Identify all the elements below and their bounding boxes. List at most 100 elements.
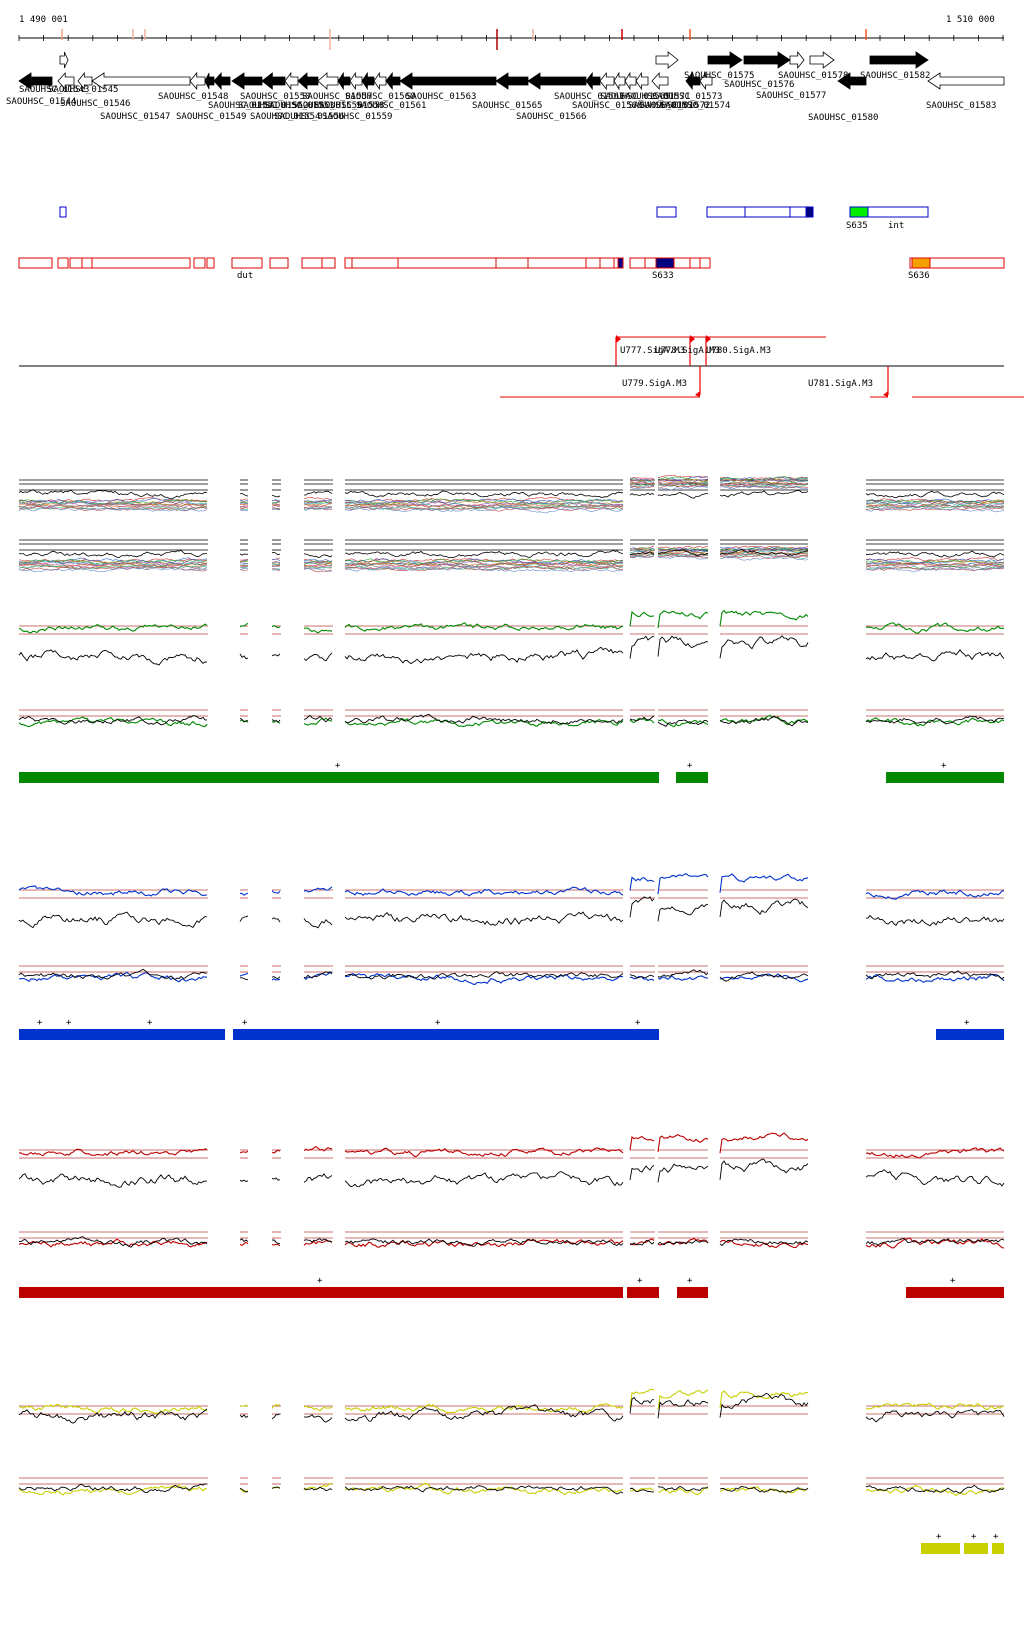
sample-trace [865,973,1005,983]
gene-label: SAOUHSC_01556 [274,112,344,122]
sample-trace [719,478,809,483]
sample-trace [344,498,624,505]
sample-trace [865,501,1005,508]
plus-feature-box [744,206,791,218]
sample-trace [344,506,624,514]
reference-trace [271,976,281,979]
promoter-label: U780.SigA.M3 [706,346,771,356]
reference-trace [657,969,709,978]
reference-trace [271,551,281,556]
reference-trace [239,1238,249,1242]
sample-trace [239,507,249,510]
sample-trace [303,559,333,562]
reference-trace [18,968,208,981]
reference-trace [629,973,655,979]
gene-arrow [213,71,231,91]
reference-trace [271,1239,281,1245]
sample-trace [865,504,1005,509]
minus-feature-highlight [655,257,675,269]
reference-trace [866,914,1005,927]
segment-plus-mark: + [964,1018,970,1028]
reference-trace [239,717,249,722]
sample-trace [239,498,248,501]
coordinate-axis: 1 490 001 1 510 000 [18,15,1004,50]
sample-trace [865,563,1005,569]
gene-arrow [624,71,637,91]
segment-bar [19,1287,623,1298]
sample-trace [657,481,709,485]
gene-arrow [349,71,363,91]
sample-trace [657,872,709,895]
sample-trace [271,508,281,511]
plus-feature-box [867,206,929,218]
segment-bar [906,1287,1004,1298]
segment-plus-mark: + [687,1276,693,1286]
reference-trace [303,971,333,979]
segment-bar [19,1029,225,1040]
gene-label: SAOUHSC_01566 [516,112,586,122]
sample-trace [18,1403,208,1415]
reference-trace [719,1238,809,1247]
reference-trace [719,715,809,727]
sample-trace [303,507,333,511]
reference-trace [239,1179,249,1183]
minus-feature-box [909,257,1005,269]
sample-trace [271,890,281,894]
sample-trace [271,558,281,561]
gene-arrow [231,72,263,90]
sample-trace [719,873,809,893]
gene-label: SAOUHSC_01555 [292,101,362,111]
sample-trace [344,566,624,573]
sample-trace [239,1150,249,1154]
reference-trace [629,715,655,722]
sample-trace [865,506,1005,513]
sample-trace [865,1402,1005,1410]
promoter-arrowhead [690,335,695,343]
minus-feature-box [18,257,53,269]
sample-trace [18,502,208,509]
gene-arrow [495,72,529,90]
promoter-arrowhead [706,335,711,343]
plus-feature-box [789,206,807,218]
reference-trace [657,719,709,727]
gene-arrow [373,71,387,91]
sample-trace [865,562,1005,567]
sample-trace [239,567,249,571]
gene-arrow [837,72,867,90]
sample-trace [657,545,709,549]
minus-feature-box [81,257,93,269]
gene-track: SAOUHSC_01543 SAOUHSC_01544 SAOUHSC_01545 S… [6,50,1005,123]
gene-label: SAOUHSC_01583 [926,101,996,111]
reference-trace [271,1486,281,1489]
sample-trace [18,562,208,569]
sample-trace [344,506,624,512]
minus-feature-box [599,257,615,269]
segment-plus-mark: + [435,1018,441,1028]
segment-plus-mark: + [687,761,693,771]
reference-trace [303,652,333,662]
gene-arrow [204,72,215,90]
gene-arrow [809,51,835,69]
minus-feature-box [585,257,601,269]
gene-label: SAOUHSC_01551 [208,101,278,111]
sample-trace [303,506,333,511]
sample-trace [239,505,249,508]
sample-trace [657,1389,709,1410]
sample-trace [344,1238,624,1248]
sample-trace [719,609,809,627]
minus-feature-box [206,257,215,269]
sample-trace [239,972,249,977]
gene-label: SAOUHSC_01578 [778,71,848,81]
gene-arrow [699,71,713,91]
segment-plus-mark: + [635,1018,641,1028]
promoter-arrowhead [616,335,621,343]
plus-feature-label: int [888,221,904,231]
reference-trace [18,715,208,726]
sample-trace [303,497,333,501]
sample-trace [344,558,624,563]
sample-trace [239,563,249,565]
sample-trace [629,482,655,486]
reference-trace [344,1171,624,1188]
gene-arrow [18,72,53,90]
sample-trace [18,1484,208,1496]
